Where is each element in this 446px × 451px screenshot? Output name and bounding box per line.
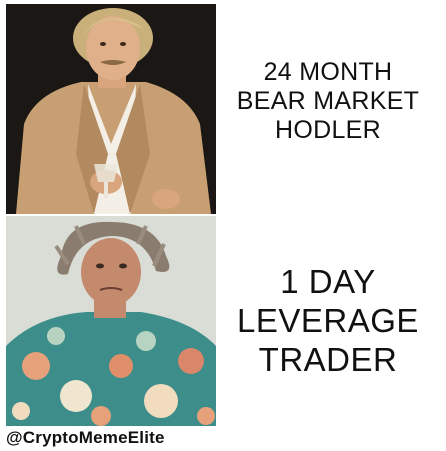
top-caption-line: BEAR MARKET xyxy=(236,87,420,115)
bottom-caption-line: LEVERAGE xyxy=(237,302,419,339)
top-caption: 24 MONTH BEAR MARKET HODLER xyxy=(216,58,440,145)
bottom-caption-line: TRADER xyxy=(258,341,398,378)
photo-young-man xyxy=(6,4,216,214)
top-caption-line: 24 MONTH xyxy=(263,58,393,86)
young-man-illustration xyxy=(6,4,216,214)
older-man-illustration xyxy=(6,216,216,426)
bottom-caption: 1 DAY LEVERAGE TRADER xyxy=(216,262,440,379)
photo-older-man xyxy=(6,216,216,426)
bottom-caption-line: 1 DAY xyxy=(280,263,376,300)
top-caption-line: HODLER xyxy=(275,116,381,144)
watermark-handle: @CryptoMemeElite xyxy=(6,428,165,447)
